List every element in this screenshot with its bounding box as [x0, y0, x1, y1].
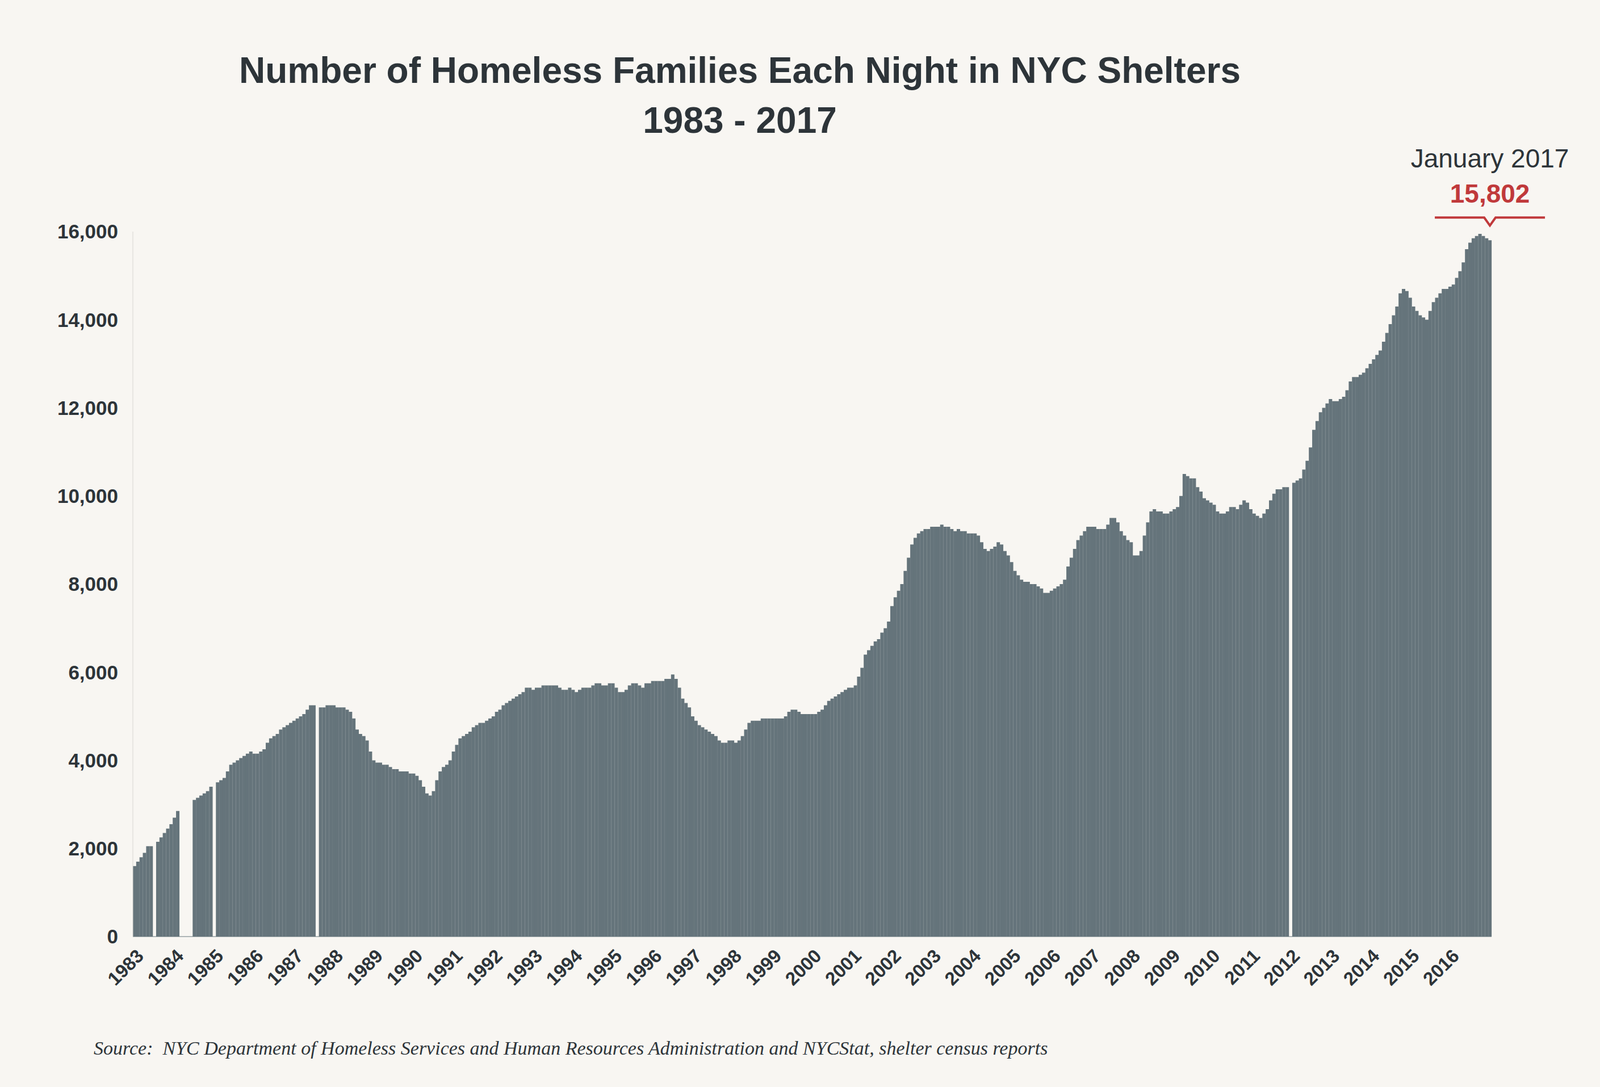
svg-text:2016: 2016: [1418, 945, 1464, 990]
svg-text:8,000: 8,000: [68, 572, 119, 596]
svg-text:2003: 2003: [900, 945, 945, 990]
svg-text:1988: 1988: [302, 945, 347, 990]
svg-text:2004: 2004: [940, 945, 986, 991]
svg-text:2015: 2015: [1379, 945, 1424, 990]
svg-text:2002: 2002: [860, 945, 906, 990]
svg-text:1997: 1997: [661, 945, 706, 990]
svg-text:1998: 1998: [701, 945, 746, 990]
svg-text:1987: 1987: [262, 945, 308, 990]
svg-text:1985: 1985: [182, 945, 228, 990]
svg-text:2013: 2013: [1299, 945, 1344, 990]
svg-text:0: 0: [107, 925, 119, 948]
svg-text:1995: 1995: [581, 945, 626, 990]
svg-text:2014: 2014: [1338, 945, 1384, 991]
svg-text:2009: 2009: [1139, 945, 1184, 990]
svg-text:January 2017: January 2017: [1410, 143, 1570, 174]
html-text:Number of Homeless Families Ea: Number of Homeless Families Each Night i…: [239, 49, 1241, 91]
html-text:Source: NYC Department of Home: Source: NYC Department of Homeless Servi…: [93, 1037, 1048, 1059]
svg-text:2008: 2008: [1099, 945, 1145, 990]
svg-text:6,000: 6,000: [68, 661, 119, 684]
svg-text:14,000: 14,000: [57, 308, 119, 332]
svg-text:2000: 2000: [781, 945, 826, 990]
svg-text:2010: 2010: [1179, 945, 1225, 990]
svg-text:2006: 2006: [1020, 945, 1065, 990]
svg-text:1991: 1991: [422, 945, 467, 990]
svg-text:2001: 2001: [821, 945, 866, 990]
svg-text:10,000: 10,000: [57, 484, 119, 508]
svg-text:1990: 1990: [382, 945, 427, 990]
svg-text:1993: 1993: [501, 945, 547, 990]
svg-text:4,000: 4,000: [68, 749, 119, 772]
svg-text:1984: 1984: [143, 945, 188, 991]
svg-text:1983: 1983: [103, 945, 148, 990]
svg-text:1992: 1992: [462, 945, 507, 990]
svg-text:1989: 1989: [342, 945, 387, 990]
svg-text:2011: 2011: [1220, 945, 1264, 990]
svg-text:1999: 1999: [740, 945, 786, 990]
svg-text:2012: 2012: [1259, 945, 1304, 990]
svg-text:1996: 1996: [621, 945, 667, 990]
svg-text:2007: 2007: [1060, 945, 1105, 990]
svg-text:2,000: 2,000: [68, 837, 119, 860]
svg-text:1986: 1986: [223, 945, 268, 990]
svg-text:1994: 1994: [541, 945, 587, 991]
html-text:1983 - 2017: 1983 - 2017: [642, 99, 837, 141]
svg-text:16,000: 16,000: [57, 220, 119, 243]
svg-text:15,802: 15,802: [1450, 178, 1531, 209]
svg-text:12,000: 12,000: [57, 396, 119, 420]
svg-text:2005: 2005: [980, 945, 1025, 990]
